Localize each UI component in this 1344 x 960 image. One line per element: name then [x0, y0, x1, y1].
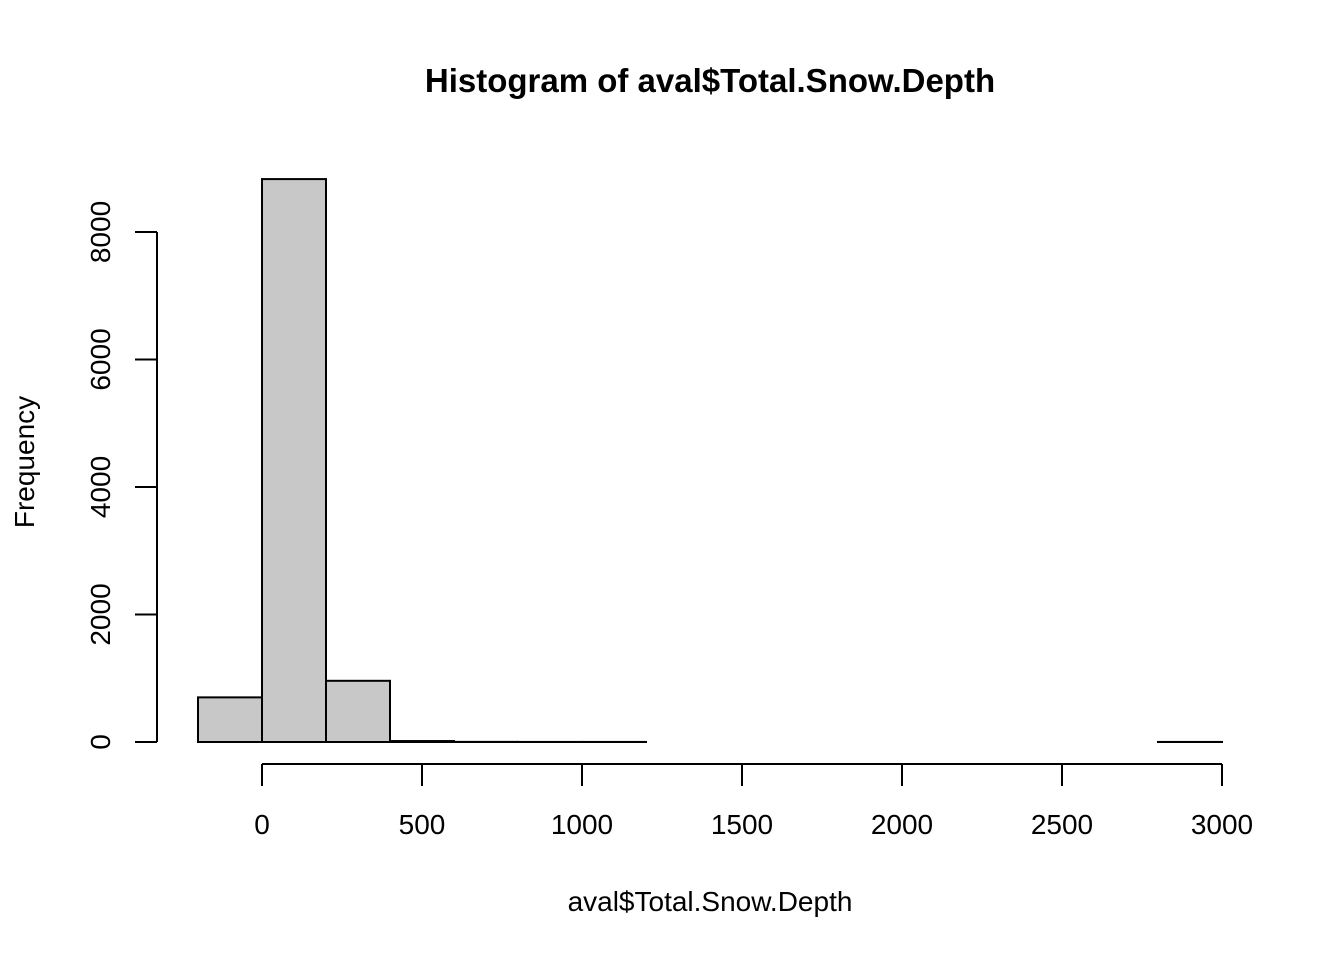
- x-axis: 0 500 1000 1500 2000 2500 3000: [254, 763, 1253, 840]
- histogram-bar-2: [325, 679, 391, 743]
- x-tick-label-500: 500: [399, 809, 446, 840]
- y-axis-label: Frequency: [9, 396, 40, 528]
- x-tick-label-2000: 2000: [871, 809, 933, 840]
- y-tick-label-2000: 2000: [85, 583, 116, 645]
- x-tick-label-3000: 3000: [1191, 809, 1253, 840]
- chart-title: Histogram of aval$Total.Snow.Depth: [425, 62, 995, 99]
- y-tick-label-0: 0: [85, 734, 116, 750]
- y-tick-label-4000: 4000: [85, 456, 116, 518]
- x-tick-label-1000: 1000: [551, 809, 613, 840]
- y-tick-label-8000: 8000: [85, 201, 116, 263]
- y-tick-label-6000: 6000: [85, 328, 116, 390]
- histogram-bar-0: [197, 696, 263, 743]
- x-tick-label-0: 0: [254, 809, 270, 840]
- y-axis: 0 2000 4000 6000 8000: [85, 201, 158, 750]
- x-tick-label-1500: 1500: [711, 809, 773, 840]
- x-axis-label: aval$Total.Snow.Depth: [568, 886, 853, 917]
- bars-group: [197, 178, 1223, 744]
- histogram-bar-3: [389, 740, 455, 744]
- x-tick-label-2500: 2500: [1031, 809, 1093, 840]
- histogram-bar-1: [261, 178, 327, 743]
